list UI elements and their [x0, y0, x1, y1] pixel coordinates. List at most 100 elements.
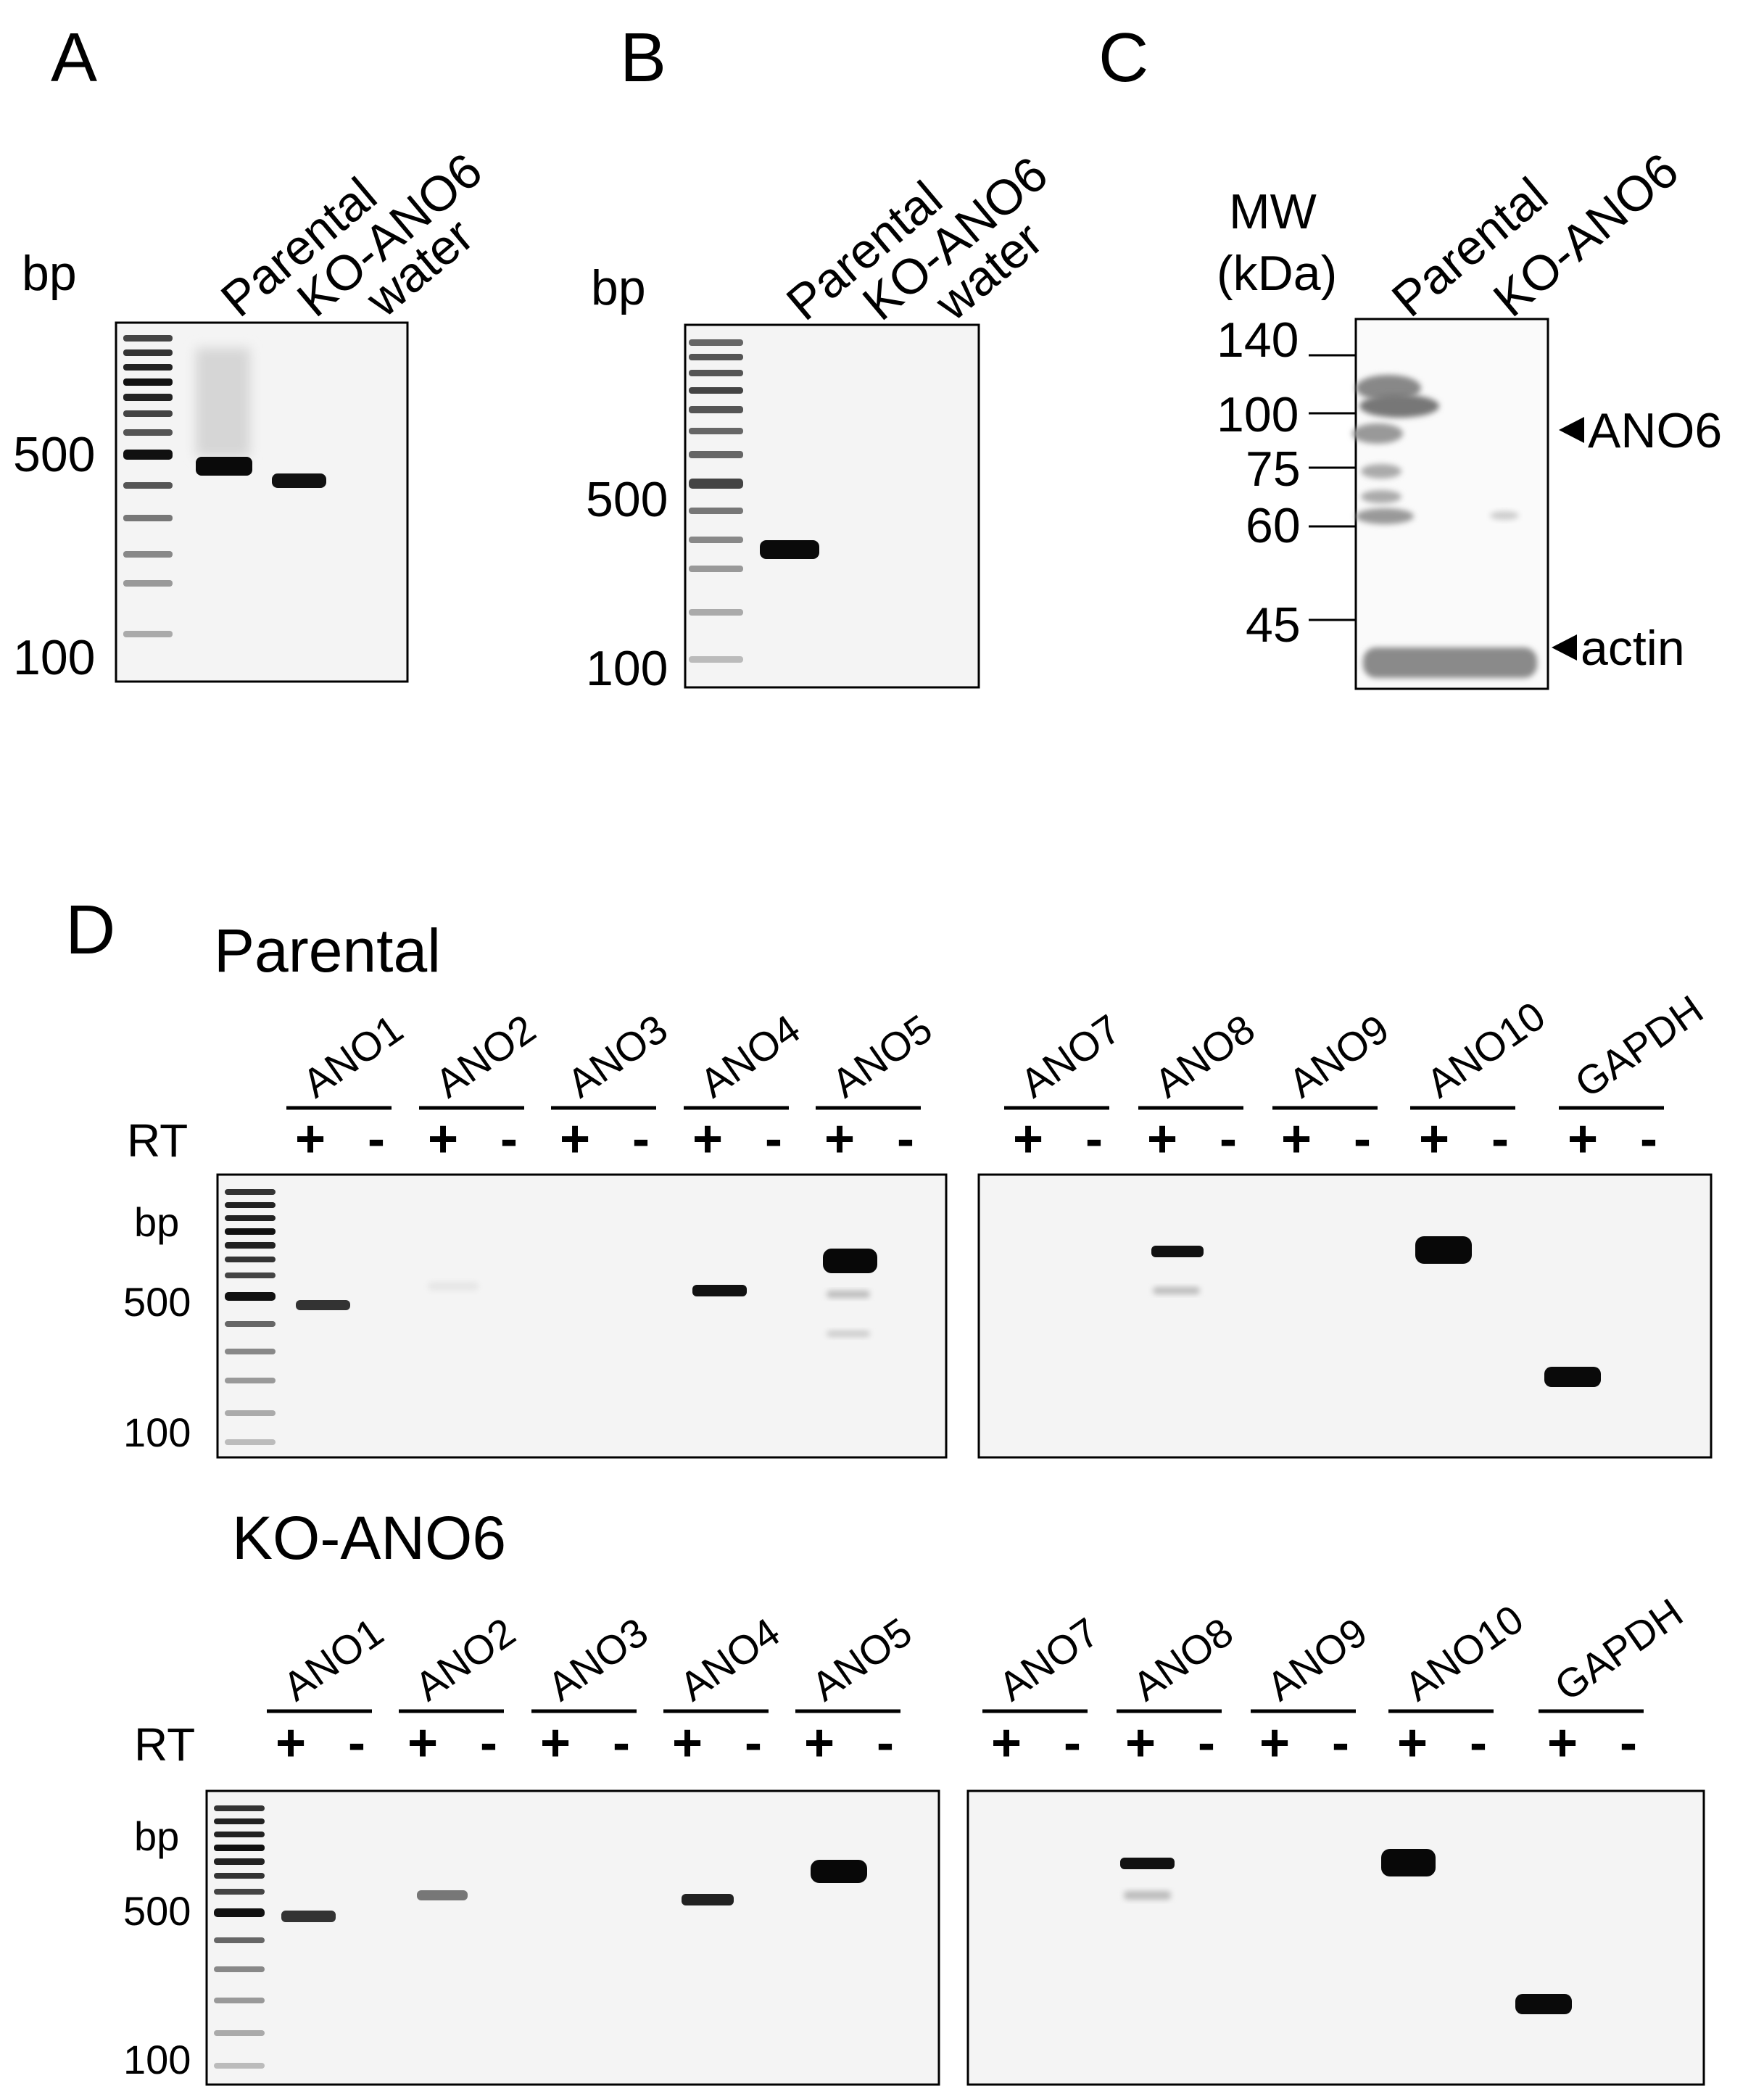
panel-d-parental-ano5-minus: -	[897, 1110, 914, 1168]
panel-d-ko-ano6-row: ANO1+ -ANO2+ -ANO3+ -ANO4+ -ANO5+ -ANO7+ -ANO8…	[123, 1589, 1705, 2086]
panel-d-parental-ano2-label: ANO2	[427, 1006, 544, 1106]
panel-d-ko-ano6-ano8-label: ANO8	[1125, 1609, 1241, 1710]
panel-d-ko-ano6-ano2-plus: +	[407, 1714, 438, 1772]
panel-c-mw-markers: 140 100 75 60 45	[1217, 313, 1356, 653]
panel-c-actin-label: actin	[1581, 621, 1685, 676]
panel-b-unit-label: bp	[591, 260, 646, 315]
panel-d-title-parental: Parental	[214, 916, 441, 985]
panel-c-ano6-arrowhead	[1559, 417, 1584, 443]
panel-a-gel	[115, 321, 409, 683]
panel-d-ko-ano6-ano4-plus: +	[672, 1714, 703, 1772]
panel-d-ko-ano6-ano2-minus: -	[480, 1714, 497, 1772]
panel-d-parental-gapdh-minus: -	[1640, 1110, 1657, 1168]
panel-d-parental-ano1-minus: -	[368, 1110, 385, 1168]
panel-d-parental-ano1-plus: +	[295, 1110, 326, 1168]
panel-d-ko-ano6-ano7-label: ANO7	[990, 1609, 1107, 1710]
panel-b-marker-500: 500	[586, 472, 668, 527]
panel-c-mw-label: MW	[1229, 184, 1317, 239]
panel-d-ko-ano6-ano10-label: ANO10	[1396, 1596, 1532, 1710]
panel-d-parental-ano8-label: ANO8	[1146, 1006, 1263, 1106]
panel-d-ko-ano6-ano10-minus: -	[1470, 1714, 1487, 1772]
panel-a-letter: A	[51, 19, 97, 96]
panel-d-parental-ano7-plus: +	[1013, 1110, 1043, 1168]
panel-d-parental-marker-100: 100	[123, 1410, 191, 1455]
panel-d-ko-ano6-ano1-label: ANO1	[275, 1609, 392, 1710]
panel-d-parental-unit-label: bp	[134, 1199, 179, 1245]
panel-d-parental-ano9-plus: +	[1281, 1110, 1312, 1168]
panel-a-band-ko-ano6	[272, 473, 326, 488]
panel-d-ko-ano6-ano5-plus: +	[804, 1714, 835, 1772]
panel-d-parental-ano3-plus: +	[560, 1110, 590, 1168]
panel-c: C MW (kDa) Parental KO-ANO6 140 100 75 6…	[1098, 19, 1722, 690]
panel-d-ko-ano6-gapdh-minus: -	[1620, 1714, 1637, 1772]
panel-c-marker-75: 75	[1246, 442, 1301, 497]
panel-d-ko-ano6-gel-right	[966, 1789, 1705, 2086]
panel-a-ladder	[123, 335, 173, 637]
panel-b-gel	[684, 323, 980, 689]
panel-a: A bp Parental KO-ANO6 water 500 100	[13, 19, 492, 685]
panel-c-marker-140: 140	[1217, 313, 1299, 368]
panel-d-parental-ano5-plus: +	[824, 1110, 855, 1168]
panel-d-parental-ano9-minus: -	[1354, 1110, 1371, 1168]
panel-d-parental-ano10-plus: +	[1419, 1110, 1449, 1168]
panel-d-ko-ano6-marker-500: 500	[123, 1888, 191, 1934]
panel-a-marker-500: 500	[13, 427, 95, 482]
panel-d-ko-ano6-ano7-minus: -	[1064, 1714, 1081, 1772]
panel-b-ladder	[689, 339, 743, 663]
panel-d-ko-ano6-ano9-label: ANO9	[1259, 1609, 1375, 1710]
panel-d-ko-ano6-ano1-minus: -	[348, 1714, 365, 1772]
panel-d-parental-ano8-plus: +	[1147, 1110, 1177, 1168]
panel-d-parental-ano4-minus: -	[765, 1110, 782, 1168]
panel-d-ko-ano6-ano9-minus: -	[1332, 1714, 1349, 1772]
panel-d-parental-ano5-label: ANO5	[824, 1006, 940, 1106]
panel-c-actin-arrowhead	[1552, 634, 1577, 661]
panel-d-parental-ano3-label: ANO3	[559, 1006, 676, 1106]
panel-d-parental-gapdh-label: GAPDH	[1567, 986, 1711, 1106]
panel-d-parental-ano10-minus: -	[1491, 1110, 1509, 1168]
panel-d-ko-ano6-ano5-label: ANO5	[803, 1609, 920, 1710]
panel-d-parental-ano7-minus: -	[1085, 1110, 1103, 1168]
panel-d-parental-ano10-label: ANO10	[1418, 993, 1554, 1106]
panel-d-parental-ano7-label: ANO7	[1012, 1006, 1129, 1106]
panel-d-title-ko-ano6: KO-ANO6	[232, 1504, 506, 1572]
panel-c-ko-faint-band	[1490, 511, 1519, 520]
panel-c-ano6-label: ANO6	[1588, 403, 1722, 458]
panel-d-parental-gel-left	[216, 1173, 948, 1459]
panel-d-ko-ano6-ano10-plus: +	[1397, 1714, 1428, 1772]
panel-d-ko-ano6-ano2-label: ANO2	[407, 1609, 523, 1710]
panel-c-kda-label: (kDa)	[1217, 246, 1337, 301]
panel-d-parental-row: ANO1+ -ANO2+ -ANO3+ -ANO4+ -ANO5+ -ANO7+ -ANO8…	[123, 986, 1713, 1459]
panel-d-ko-ano6-ano8-minus: -	[1198, 1714, 1215, 1772]
panel-d-ko-ano6-ladder	[214, 1805, 265, 2069]
panel-d-ko-ano6-gapdh-label: GAPDH	[1546, 1589, 1691, 1710]
panel-d-parental-rt-label: RT	[127, 1114, 188, 1167]
panel-b: B bp Parental KO-ANO6 water 500 100	[586, 19, 1058, 696]
panel-d-ko-ano6-unit-label: bp	[134, 1813, 179, 1859]
panel-d-parental-ano1-label: ANO1	[294, 1006, 411, 1106]
panel-d-ko-ano6-ano5-minus: -	[877, 1714, 894, 1772]
panel-d-parental-ano2-minus: -	[500, 1110, 518, 1168]
panel-d-ko-ano6-marker-100: 100	[123, 2037, 191, 2082]
panel-d-parental-ano9-label: ANO9	[1280, 1006, 1397, 1106]
panel-c-parental-bands	[1352, 375, 1439, 524]
panel-d-ko-ano6-ano4-minus: -	[745, 1714, 762, 1772]
panel-d-ko-ano6-ano7-plus: +	[991, 1714, 1022, 1772]
panel-d-parental-gel-right	[977, 1173, 1713, 1459]
panel-d-ko-ano6-gapdh-plus: +	[1547, 1714, 1578, 1772]
panel-d-ko-ano6-ano3-label: ANO3	[539, 1609, 656, 1710]
panel-b-letter: B	[620, 19, 666, 96]
panel-a-smear	[196, 348, 250, 457]
panel-a-marker-100: 100	[13, 630, 95, 685]
panel-c-marker-45: 45	[1246, 597, 1301, 653]
panel-d-parental-bands	[296, 1236, 1601, 1387]
panel-d-parental-ladder	[225, 1189, 276, 1445]
panel-d: D Parental KO-ANO6	[65, 891, 506, 1572]
panel-d-ko-ano6-gel-left	[205, 1789, 940, 2086]
panel-c-marker-100: 100	[1217, 387, 1299, 442]
panel-c-marker-60: 60	[1246, 498, 1301, 553]
panel-d-parental-ano2-plus: +	[428, 1110, 458, 1168]
panel-d-ko-ano6-ano1-plus: +	[276, 1714, 306, 1772]
panel-b-marker-100: 100	[586, 641, 668, 696]
panel-c-blot	[1354, 318, 1549, 690]
